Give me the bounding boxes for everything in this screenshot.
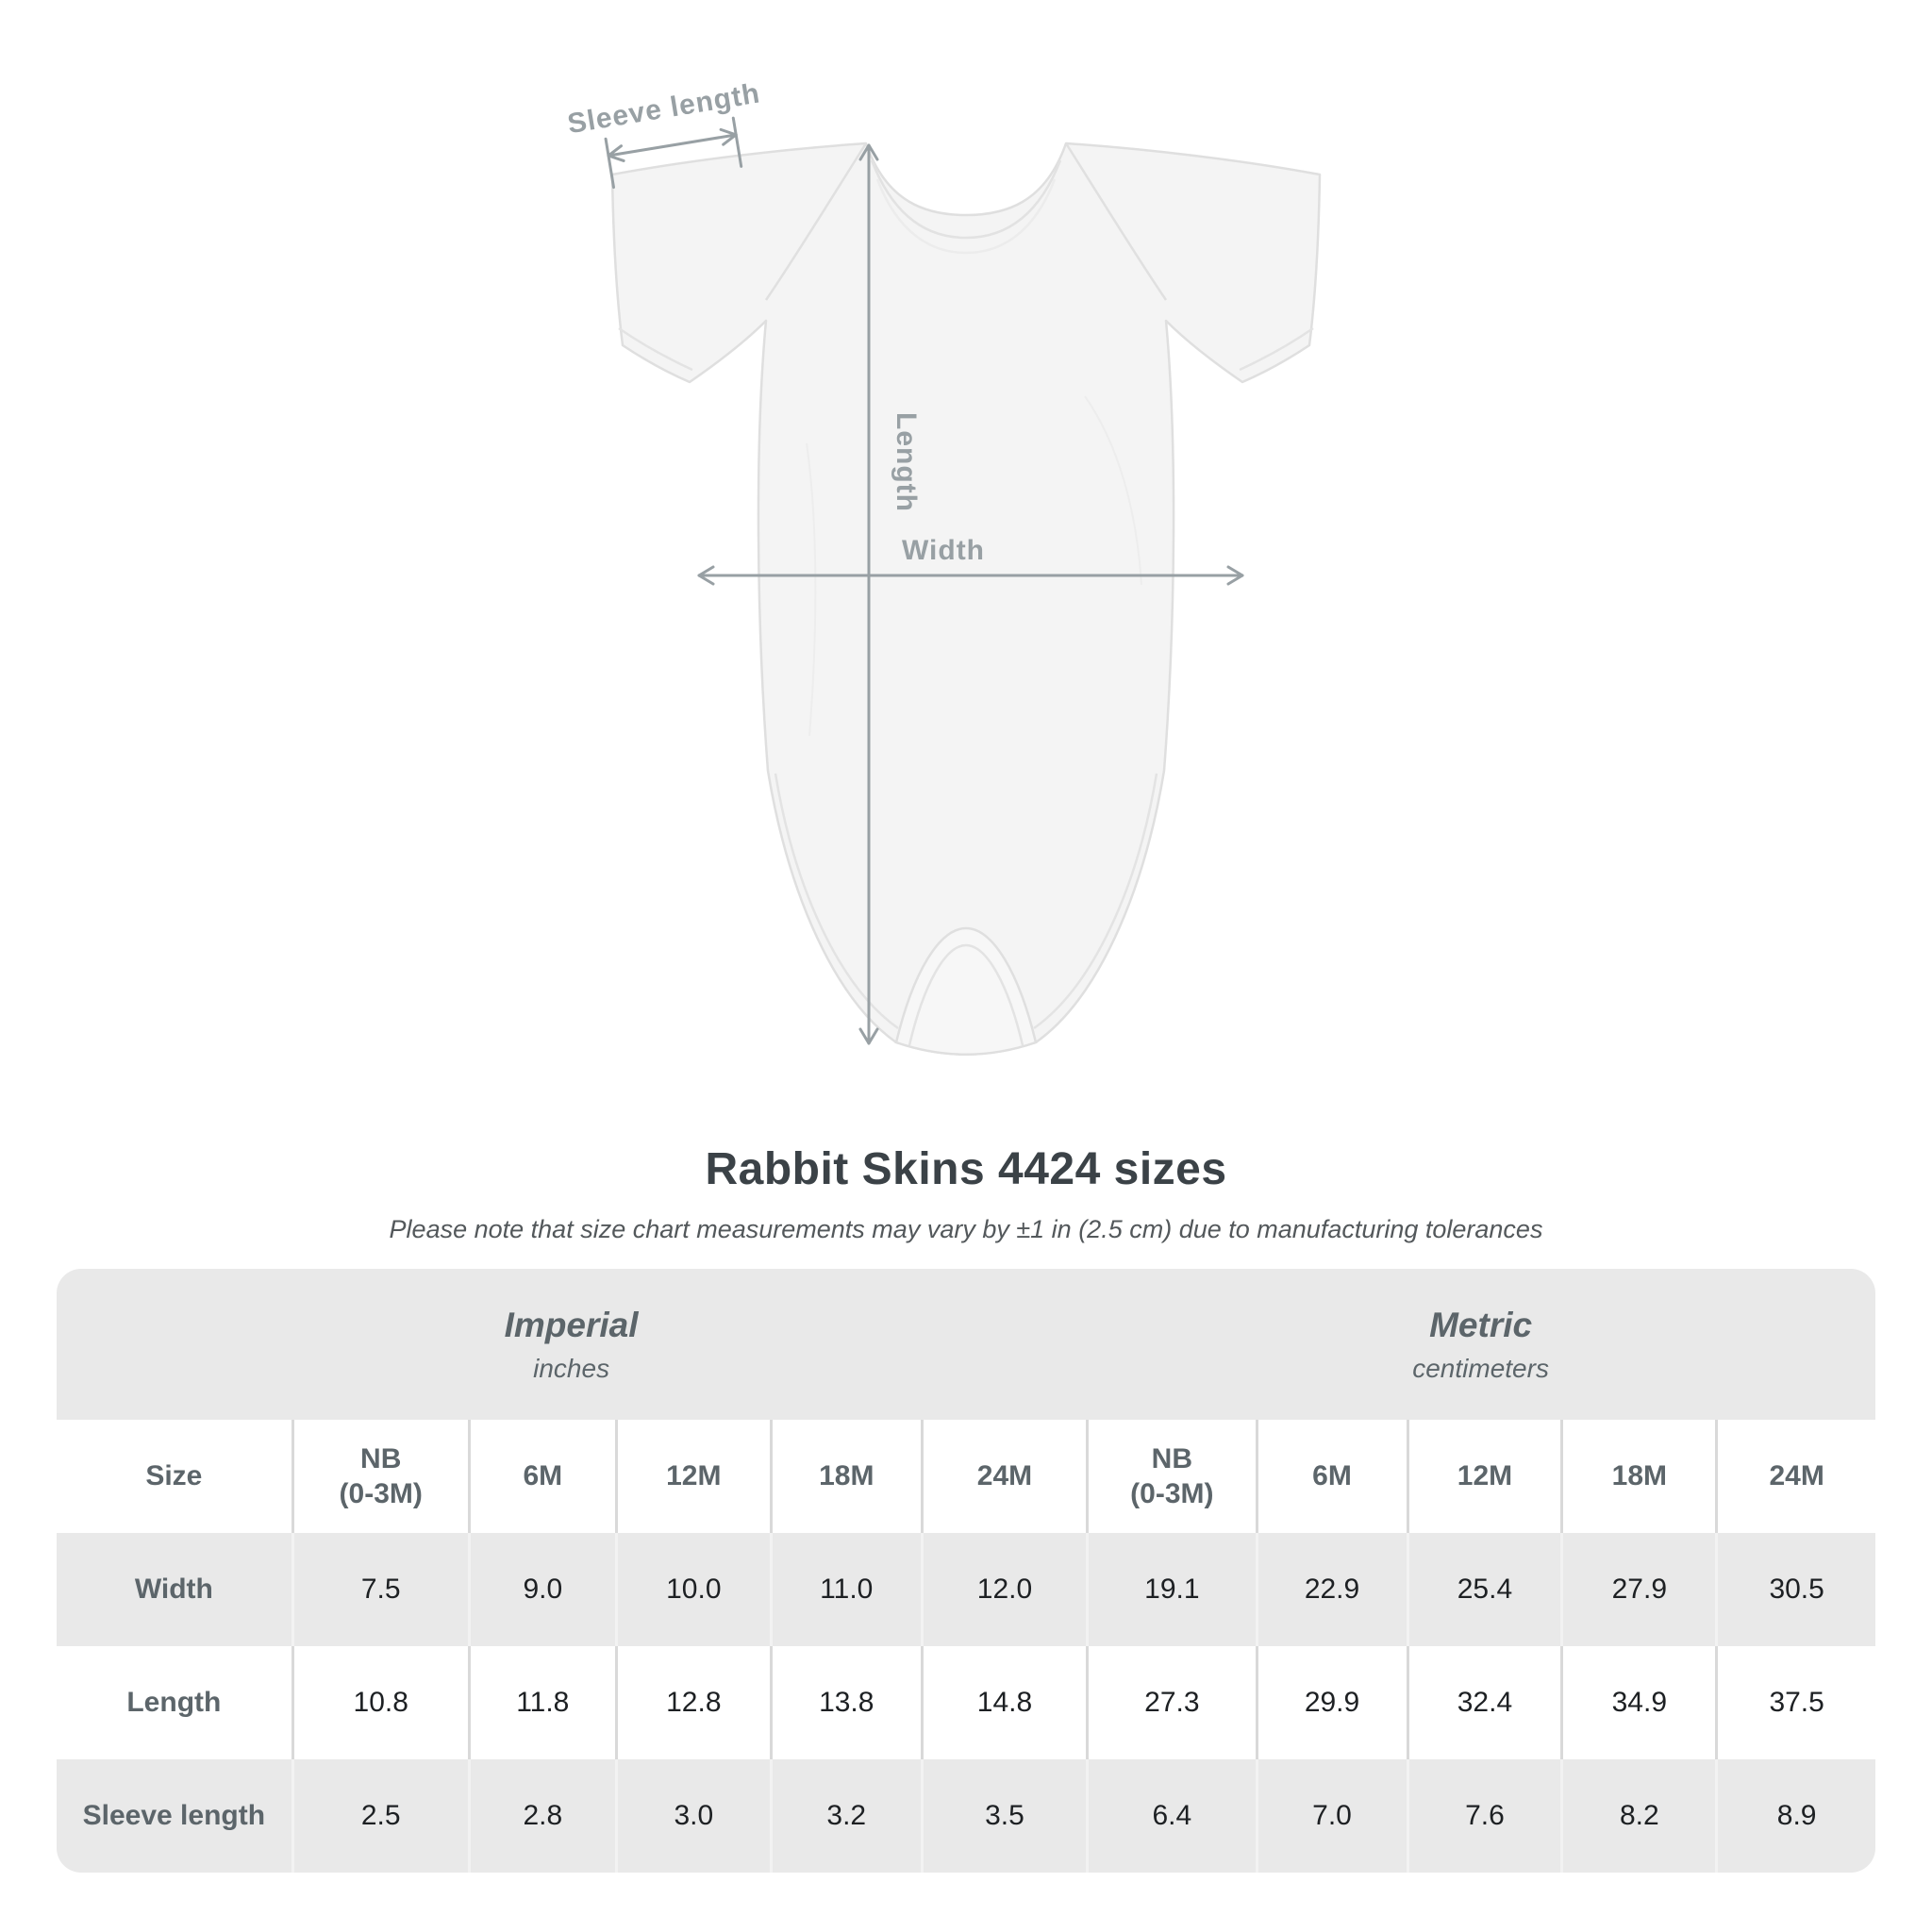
size-value: 30.5 [1715,1533,1875,1646]
size-chart-container: Imperial inches Metric centimeters Size … [57,1269,1875,1873]
size-value: 2.8 [467,1759,615,1873]
tolerance-note: Please note that size chart measurements… [389,1215,1543,1243]
imperial-unit: inches [533,1353,610,1383]
col-header-imperial-nb: NB (0-3M) [291,1420,468,1533]
size-value: 27.3 [1086,1646,1256,1759]
size-value: 13.8 [769,1646,921,1759]
sleeve-length-label: Sleeve length [565,77,762,140]
metric-unit: centimeters [1412,1353,1549,1383]
crotch-flap [894,926,1038,1056]
col-header-metric-24m: 24M [1715,1420,1875,1533]
col-header-imperial-18m: 18M [769,1420,921,1533]
table-row-sleeve-length: Sleeve length 2.5 2.8 3.0 3.2 3.5 6.4 7.… [57,1759,1875,1873]
metric-section-header: Metric centimeters [1086,1269,1875,1420]
sleeve-hems [618,326,1314,372]
size-value: 19.1 [1086,1533,1256,1646]
size-chart-table: Imperial inches Metric centimeters Size … [57,1269,1875,1873]
page-title: Rabbit Skins 4424 sizes [705,1144,1227,1194]
unit-section-row: Imperial inches Metric centimeters [57,1269,1875,1420]
leg-bindings [774,773,1158,1030]
col-header-imperial-12m: 12M [614,1420,770,1533]
size-value: 10.8 [291,1646,468,1759]
size-value: 6.4 [1086,1759,1256,1873]
size-value: 9.0 [467,1533,615,1646]
size-value: 22.9 [1255,1533,1407,1646]
size-value: 29.9 [1255,1646,1407,1759]
size-value: 10.0 [614,1533,770,1646]
column-header-row: Size NB (0-3M) 6M 12M 18M 24M NB (0-3M) … [57,1420,1875,1533]
fabric-wrinkles [806,395,1142,737]
size-value: 7.6 [1406,1759,1561,1873]
size-value: 7.0 [1255,1759,1407,1873]
metric-label: Metric [1429,1305,1533,1344]
col-header-metric-6m: 6M [1255,1420,1407,1533]
size-value: 3.0 [614,1759,770,1873]
size-value: 27.9 [1560,1533,1716,1646]
size-value: 34.9 [1560,1646,1716,1759]
col-header-metric-18m: 18M [1560,1420,1716,1533]
sleeve-dimension-line [604,116,743,190]
table-row-width: Width 7.5 9.0 10.0 11.0 12.0 19.1 22.9 2… [57,1533,1875,1646]
col-header-imperial-6m: 6M [467,1420,615,1533]
size-value: 8.2 [1560,1759,1716,1873]
size-value: 7.5 [291,1533,468,1646]
length-dimension-line [858,143,879,1045]
row-label-sleeve-length: Sleeve length [57,1759,291,1873]
size-value: 12.0 [920,1533,1087,1646]
col-header-imperial-24m: 24M [920,1420,1087,1533]
onesie-svg: Sleeve length Length Width [565,77,1322,1056]
size-value: 11.0 [769,1533,921,1646]
width-dimension-line [697,565,1244,586]
neck-binding [870,159,1062,255]
onesie-illustration: Sleeve length Length Width [565,77,1322,1056]
size-value: 37.5 [1715,1646,1875,1759]
size-value: 25.4 [1406,1533,1561,1646]
width-label: Width [902,535,985,566]
imperial-section-header: Imperial inches [57,1269,1087,1420]
length-label: Length [891,412,922,512]
size-value: 3.2 [769,1759,921,1873]
size-value: 12.8 [614,1646,770,1759]
size-column-header: Size [57,1420,291,1533]
shoulder-folds [764,142,1168,301]
col-header-metric-nb: NB (0-3M) [1086,1420,1256,1533]
imperial-label: Imperial [504,1305,639,1344]
size-value: 3.5 [920,1759,1087,1873]
size-value: 8.9 [1715,1759,1875,1873]
size-value: 32.4 [1406,1646,1561,1759]
table-row-length: Length 10.8 11.8 12.8 13.8 14.8 27.3 29.… [57,1646,1875,1759]
size-value: 14.8 [920,1646,1087,1759]
onesie-body [610,142,1322,1056]
col-header-metric-12m: 12M [1406,1420,1561,1533]
size-value: 11.8 [467,1646,615,1759]
size-value: 2.5 [291,1759,468,1873]
row-label-length: Length [57,1646,291,1759]
row-label-width: Width [57,1533,291,1646]
crotch-flap-binding [908,943,1024,1046]
